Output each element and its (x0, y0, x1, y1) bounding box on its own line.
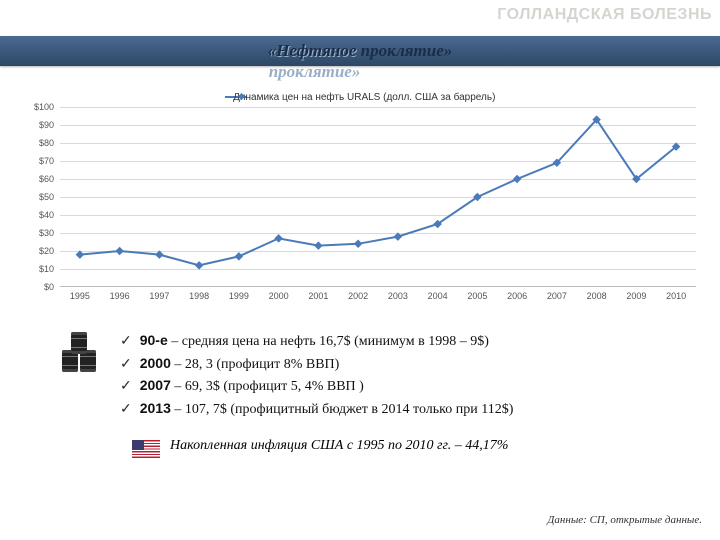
check-icon: ✓ (120, 398, 132, 420)
us-flag-icon (132, 440, 160, 458)
data-source: Данные: СП, открытые данные. (547, 514, 702, 526)
y-tick-label: $80 (39, 138, 54, 148)
series-line (80, 120, 676, 266)
x-tick-label: 2005 (467, 291, 487, 301)
y-tick-label: $40 (39, 210, 54, 220)
watermark: ГОЛЛАНДСКАЯ БОЛЕЗНЬ (497, 6, 712, 24)
data-point (314, 241, 322, 249)
y-axis-labels: $0$10$20$30$40$50$60$70$80$90$100 (20, 107, 58, 287)
list-item: ✓ 2007 – 69, 3$ (профицит 5, 4% ВВП ) (120, 375, 700, 398)
check-icon: ✓ (120, 330, 132, 352)
inflation-note: Накопленная инфляция США с 1995 по 2010 … (170, 438, 508, 454)
x-tick-label: 2002 (348, 291, 368, 301)
data-point (354, 240, 362, 248)
x-tick-label: 1999 (229, 291, 249, 301)
y-tick-label: $20 (39, 246, 54, 256)
x-tick-label: 2008 (587, 291, 607, 301)
x-tick-label: 2001 (308, 291, 328, 301)
x-tick-label: 2003 (388, 291, 408, 301)
data-point (155, 250, 163, 258)
line-series (60, 107, 696, 287)
y-tick-label: $90 (39, 120, 54, 130)
list-item: ✓ 90-е – средняя цена на нефть 16,7$ (мин… (120, 330, 700, 353)
x-tick-label: 1997 (149, 291, 169, 301)
y-tick-label: $60 (39, 174, 54, 184)
chart-legend: Динамика цен на нефть URALS (долл. США з… (20, 92, 700, 103)
data-point (513, 175, 521, 183)
x-tick-label: 2007 (547, 291, 567, 301)
data-point (115, 247, 123, 255)
bullet-list: ✓ 90-е – средняя цена на нефть 16,7$ (мин… (120, 330, 700, 421)
bullet-text: 2000 – 28, 3 (профицит 8% ВВП) (140, 353, 340, 376)
x-tick-label: 2000 (269, 291, 289, 301)
list-item: ✓ 2013 – 107, 7$ (профицитный бюджет в 20… (120, 398, 700, 421)
x-tick-label: 1998 (189, 291, 209, 301)
check-icon: ✓ (120, 375, 132, 397)
x-tick-label: 1995 (70, 291, 90, 301)
data-point (394, 232, 402, 240)
legend-label: Динамика цен на нефть URALS (долл. США з… (233, 92, 495, 103)
page-title: «Нефтяное проклятие» «Нефтяное проклятие… (268, 41, 453, 61)
list-item: ✓ 2000 – 28, 3 (профицит 8% ВВП) (120, 353, 700, 376)
title-band: «Нефтяное проклятие» «Нефтяное проклятие… (0, 36, 720, 66)
y-tick-label: $30 (39, 228, 54, 238)
x-tick-label: 2009 (626, 291, 646, 301)
data-point (195, 261, 203, 269)
y-tick-label: $70 (39, 156, 54, 166)
price-chart: Динамика цен на нефть URALS (долл. США з… (20, 92, 700, 310)
bullet-text: 2013 – 107, 7$ (профицитный бюджет в 201… (140, 398, 514, 421)
y-tick-label: $0 (44, 282, 54, 292)
title-text: «Нефтяное проклятие» (268, 41, 453, 60)
x-tick-label: 2010 (666, 291, 686, 301)
y-tick-label: $100 (34, 102, 54, 112)
bullet-text: 90-е – средняя цена на нефть 16,7$ (мини… (140, 330, 489, 353)
plot-area: $0$10$20$30$40$50$60$70$80$90$100 199519… (20, 107, 700, 287)
data-point (235, 252, 243, 260)
bullet-text: 2007 – 69, 3$ (профицит 5, 4% ВВП ) (140, 375, 364, 398)
y-tick-label: $10 (39, 264, 54, 274)
data-point (76, 250, 84, 258)
data-point (274, 234, 282, 242)
y-tick-label: $50 (39, 192, 54, 202)
x-axis-labels: 1995 1996 1997 1998 1999 2000 2001 2002 2003 2004… (60, 291, 696, 305)
x-tick-label: 2004 (428, 291, 448, 301)
check-icon: ✓ (120, 353, 132, 375)
x-tick-label: 2006 (507, 291, 527, 301)
x-tick-label: 1996 (110, 291, 130, 301)
